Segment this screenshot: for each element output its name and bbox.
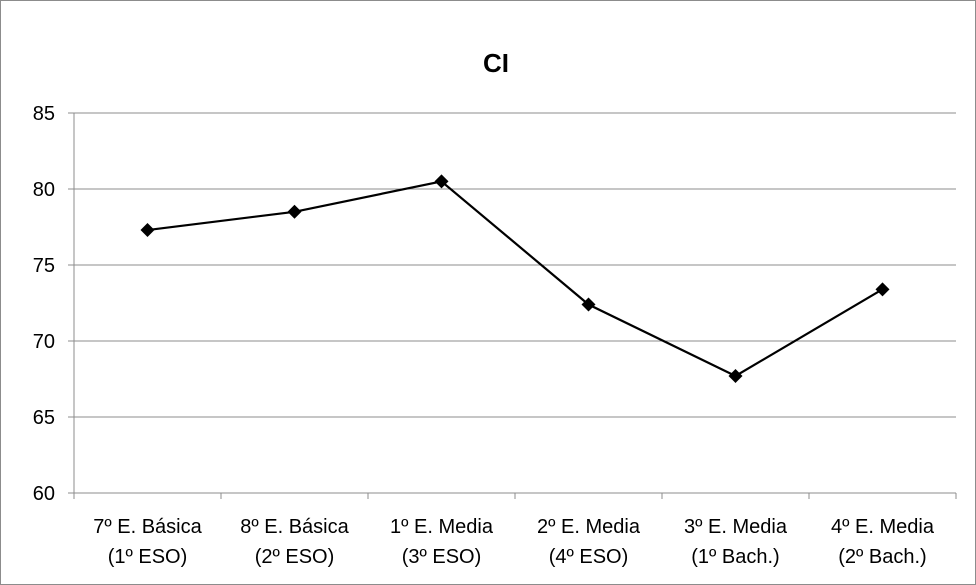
x-tick-label: 2º E. Media: [537, 516, 641, 538]
y-tick-label: 75: [33, 255, 55, 277]
x-tick-label: 7º E. Básica: [93, 516, 202, 538]
data-point-marker: [434, 174, 449, 189]
x-tick-label: 4º E. Media: [831, 516, 935, 538]
x-tick-label: 3º E. Media: [684, 516, 788, 538]
y-tick-label: 85: [33, 103, 55, 125]
x-axis-ticks: 7º E. Básica (1º ESO) 8º E. Básica (2º ESO)…: [93, 516, 935, 568]
x-tick-label: (1º Bach.): [691, 546, 779, 568]
data-point-marker: [728, 368, 743, 383]
gridlines: [68, 112, 957, 499]
x-tick-label: (1º ESO): [108, 546, 188, 568]
series-layer: [140, 174, 890, 383]
x-tick-label: (2º ESO): [255, 546, 335, 568]
y-tick-label: 80: [33, 179, 55, 201]
data-point-marker: [581, 297, 596, 312]
data-point-marker: [140, 223, 155, 238]
data-point-marker: [287, 204, 302, 219]
x-tick-label: 8º E. Básica: [240, 516, 349, 538]
y-axis-ticks: 60 65 70 75 80 85: [33, 103, 55, 505]
x-tick-label: 1º E. Media: [390, 516, 494, 538]
x-tick-label: (2º Bach.): [838, 546, 926, 568]
y-tick-label: 70: [33, 331, 55, 353]
chart-title: CI: [483, 48, 509, 78]
y-tick-label: 60: [33, 483, 55, 505]
series-line: [147, 180, 884, 378]
x-tick-label: (3º ESO): [402, 546, 482, 568]
data-point-marker: [875, 282, 890, 297]
x-tick-label: (4º ESO): [549, 546, 629, 568]
y-tick-label: 65: [33, 407, 55, 429]
